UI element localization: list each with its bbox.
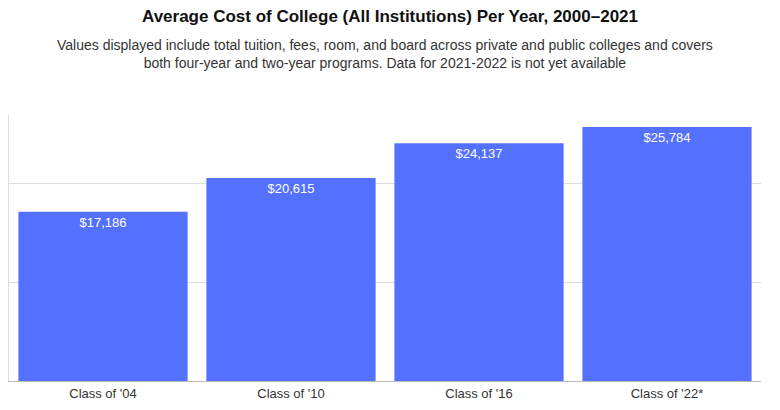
svg-text:Class of '16: Class of '16 (445, 386, 513, 401)
svg-text:Average Cost of College (All I: Average Cost of College (All Institution… (142, 7, 638, 26)
svg-text:Class of '04: Class of '04 (69, 386, 137, 401)
svg-text:Class of '22*: Class of '22* (631, 386, 704, 401)
svg-text:$24,137: $24,137 (456, 146, 503, 161)
svg-text:Class of '10: Class of '10 (257, 386, 325, 401)
svg-text:$25,784: $25,784 (644, 130, 691, 145)
svg-text:$17,186: $17,186 (80, 215, 127, 230)
svg-text:Values displayed include total: Values displayed include total tuition, … (57, 37, 713, 71)
svg-text:$20,615: $20,615 (268, 181, 315, 196)
